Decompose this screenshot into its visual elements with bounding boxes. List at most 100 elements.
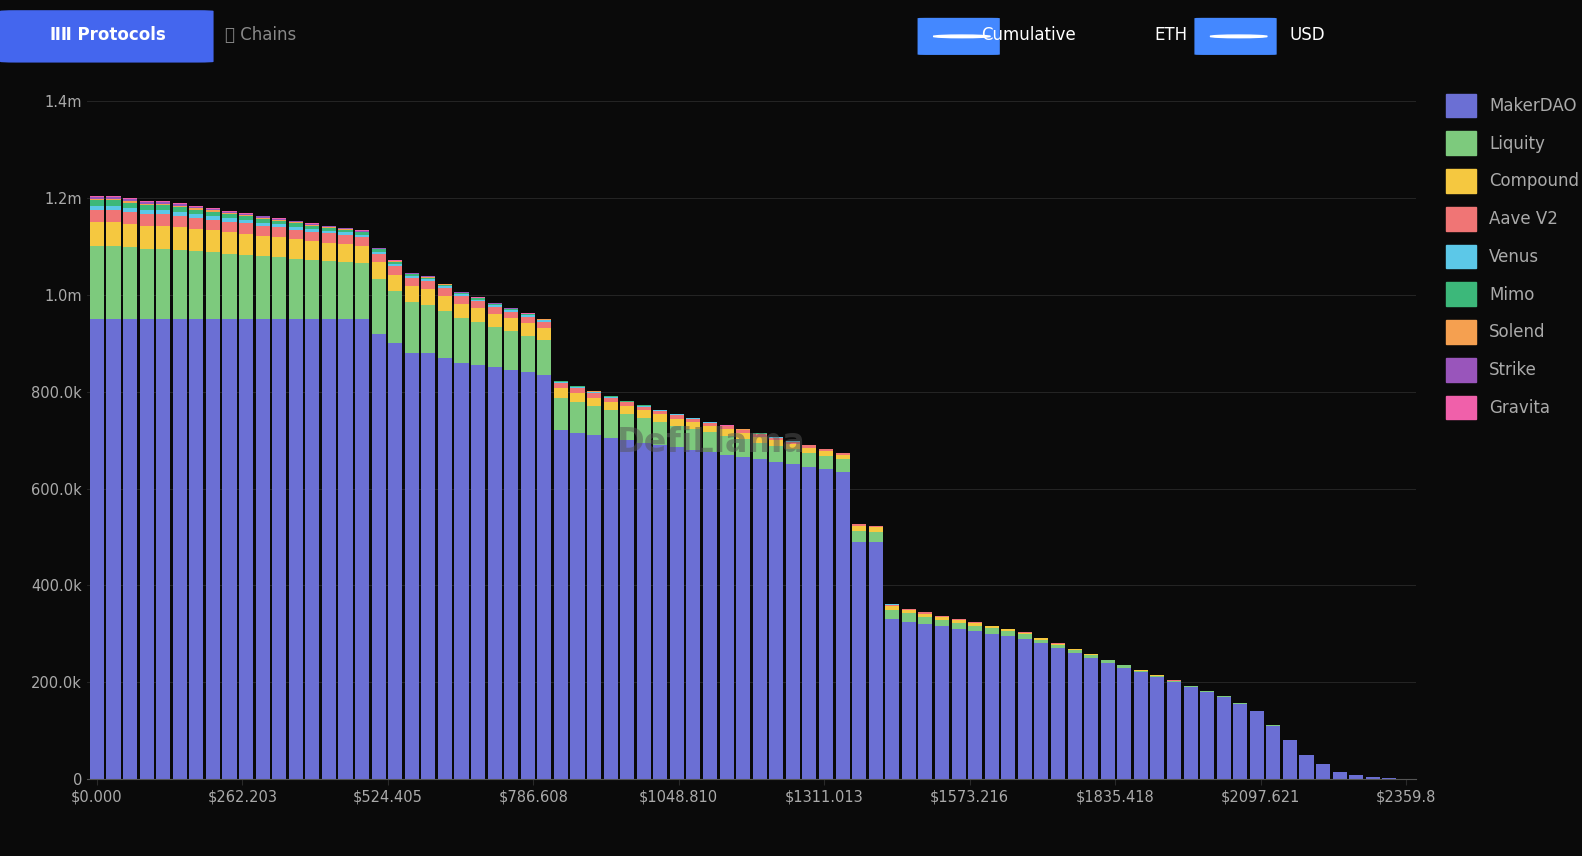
Bar (90, 223, 104, 247)
Bar (1183, 686, 1198, 687)
Bar (438, 358, 452, 779)
Bar (354, 232, 369, 235)
Bar (1201, 692, 1213, 779)
Bar (157, 201, 171, 202)
Bar (354, 319, 369, 779)
Bar (206, 220, 220, 230)
Bar (554, 397, 568, 431)
Bar (405, 302, 419, 353)
Bar (1365, 777, 1380, 779)
Bar (1234, 704, 1247, 779)
Bar (1250, 711, 1264, 779)
Bar (239, 214, 253, 215)
Bar (354, 264, 369, 319)
Bar (172, 227, 187, 250)
Bar (587, 393, 601, 397)
Bar (886, 619, 899, 779)
Bar (90, 247, 104, 319)
Bar (919, 624, 932, 779)
Bar (802, 453, 816, 467)
Bar (902, 610, 916, 614)
Bar (239, 215, 253, 217)
Bar (106, 199, 120, 200)
Bar (290, 229, 302, 239)
Bar (968, 623, 982, 626)
Text: Cumulative: Cumulative (981, 26, 1076, 44)
Bar (869, 527, 883, 532)
Bar (239, 217, 253, 220)
Bar (984, 627, 998, 628)
Bar (454, 304, 468, 318)
Bar (106, 197, 120, 199)
Bar (321, 242, 335, 261)
Bar (372, 252, 386, 254)
Bar (538, 328, 552, 340)
Bar (736, 439, 750, 457)
Bar (405, 353, 419, 779)
Bar (819, 469, 834, 779)
Bar (421, 279, 435, 282)
Bar (1332, 772, 1346, 779)
Bar (339, 319, 353, 779)
Bar (305, 241, 320, 260)
Bar (1117, 668, 1131, 779)
Bar (123, 201, 138, 203)
Bar (123, 208, 138, 211)
Bar (538, 340, 552, 375)
Bar (802, 445, 816, 448)
Bar (405, 278, 419, 286)
Bar (372, 249, 386, 252)
Bar (123, 223, 138, 247)
Bar (720, 436, 734, 455)
Bar (157, 204, 171, 205)
Circle shape (1210, 35, 1267, 38)
Bar (1035, 638, 1049, 639)
Bar (239, 223, 253, 234)
Bar (571, 388, 584, 393)
FancyBboxPatch shape (1194, 18, 1277, 55)
Bar (520, 314, 535, 315)
Bar (139, 214, 153, 226)
Bar (223, 211, 237, 213)
Bar (951, 619, 965, 620)
Bar (505, 331, 519, 370)
Bar (190, 218, 204, 229)
Bar (321, 230, 335, 234)
Bar (190, 252, 204, 319)
Bar (321, 234, 335, 242)
Bar (90, 199, 104, 200)
Bar (405, 276, 419, 278)
Bar (736, 433, 750, 439)
Bar (1349, 775, 1364, 779)
Bar (669, 425, 683, 448)
Bar (272, 319, 286, 779)
Bar (339, 235, 353, 244)
Bar (853, 531, 867, 542)
Bar (388, 264, 402, 266)
Bar (190, 210, 204, 214)
Bar (951, 629, 965, 779)
Bar (372, 279, 386, 334)
Bar (935, 627, 949, 779)
Bar (902, 621, 916, 779)
Bar (653, 411, 668, 414)
Bar (438, 296, 452, 311)
Bar (1201, 691, 1213, 692)
Bar (372, 334, 386, 779)
Bar (354, 246, 369, 264)
Bar (172, 216, 187, 227)
Bar (869, 542, 883, 779)
Bar (239, 234, 253, 255)
Bar (1017, 633, 1031, 634)
Bar (571, 387, 584, 388)
Bar (554, 388, 568, 397)
Bar (223, 213, 237, 214)
Bar (786, 442, 800, 444)
Bar (919, 614, 932, 617)
Bar (968, 626, 982, 632)
Bar (1316, 764, 1330, 779)
Bar (454, 294, 468, 296)
Bar (1050, 645, 1065, 648)
Bar (835, 453, 850, 455)
Bar (305, 229, 320, 232)
